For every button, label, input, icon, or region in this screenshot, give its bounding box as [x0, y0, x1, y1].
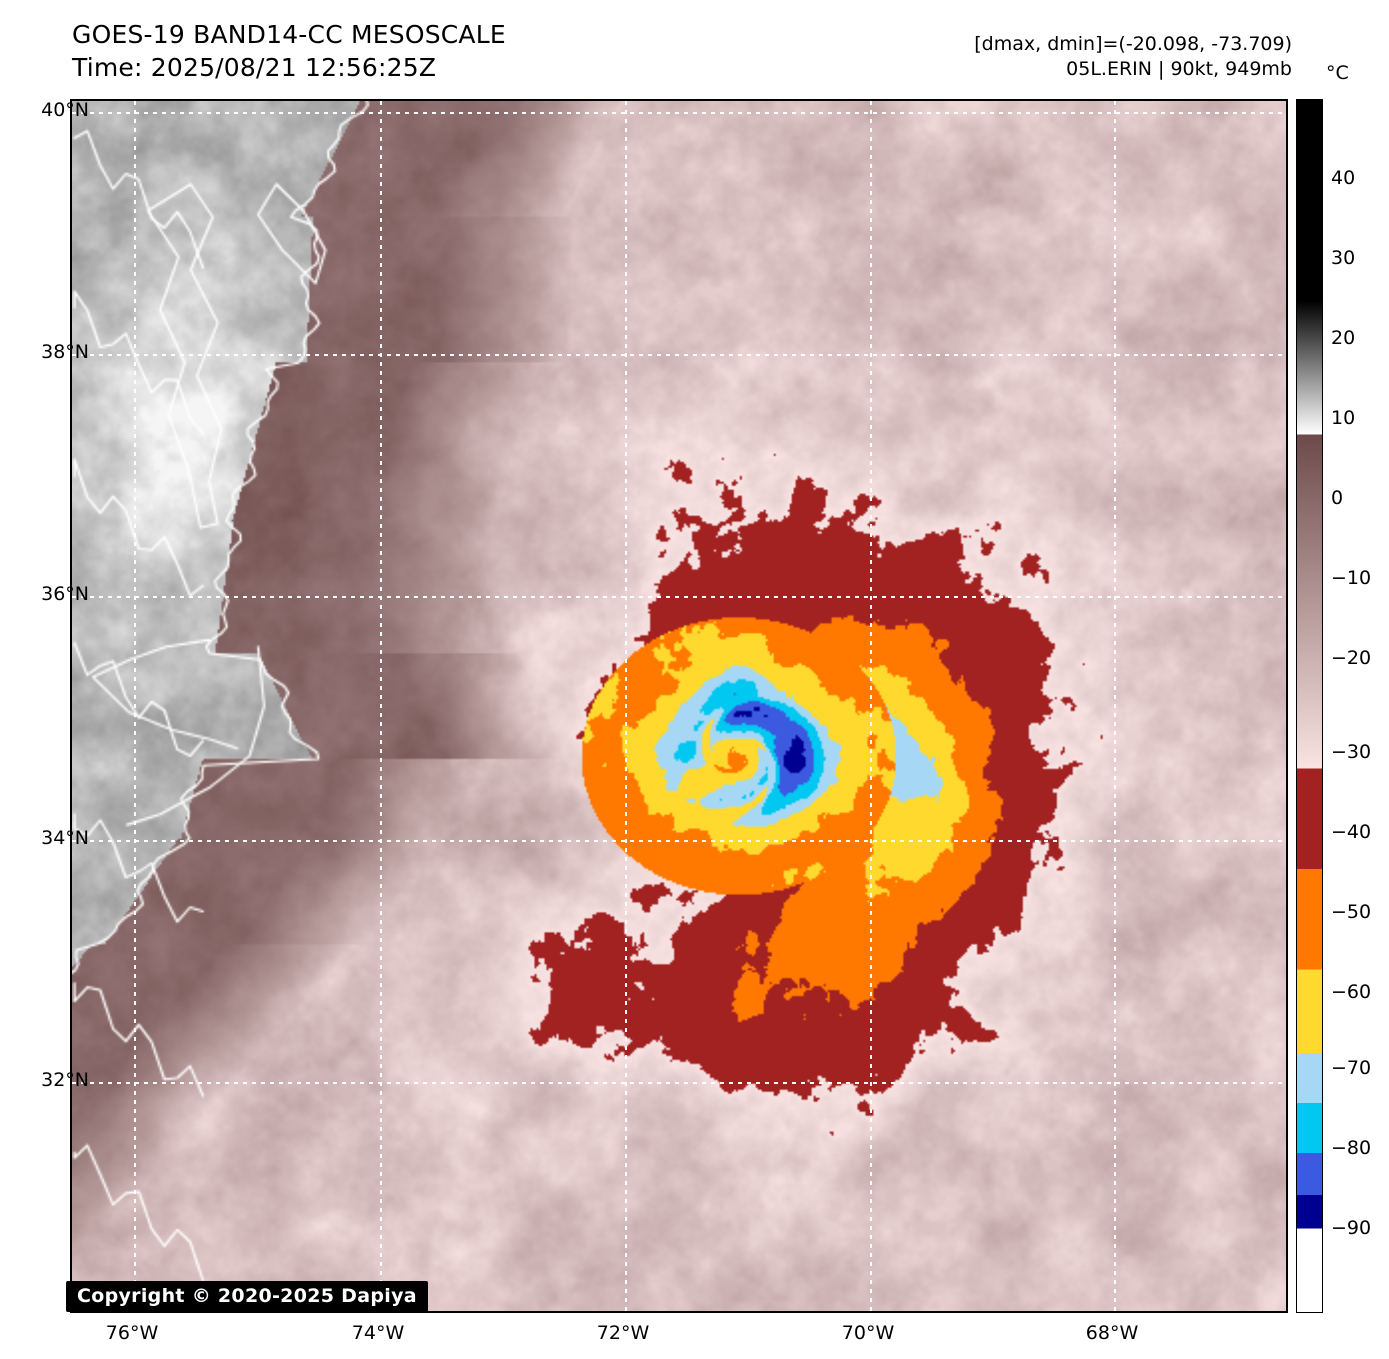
- colorbar-tick--70: −70: [1331, 1057, 1372, 1079]
- lon-tick-70: 70°W: [841, 1322, 895, 1344]
- colorbar-gradient: [1297, 100, 1322, 1312]
- lon-tick-68: 68°W: [1085, 1322, 1139, 1344]
- title-block: GOES-19 BAND14-CC MESOSCALE Time: 2025/0…: [72, 18, 506, 84]
- timestamp-label: Time: 2025/08/21 12:56:25Z: [72, 53, 437, 82]
- colorbar-tick--60: −60: [1331, 981, 1372, 1003]
- dmax-dmin-label: [dmax, dmin]=(-20.098, -73.709): [974, 33, 1292, 55]
- lat-tick-34: 34°N: [41, 827, 89, 849]
- lat-tick-40: 40°N: [41, 99, 89, 121]
- colorbar-tick--80: −80: [1331, 1137, 1372, 1159]
- colorbar-tick--50: −50: [1331, 901, 1372, 923]
- lon-tick-76: 76°W: [105, 1322, 159, 1344]
- lon-tick-74: 74°W: [351, 1322, 405, 1344]
- colorbar-tick-0: 0: [1331, 487, 1344, 509]
- colorbar-tick--20: −20: [1331, 647, 1372, 669]
- satellite-imagery-canvas: [72, 101, 1286, 1311]
- lat-tick-36: 36°N: [41, 583, 89, 605]
- page-title: GOES-19 BAND14-CC MESOSCALE: [72, 20, 506, 49]
- colorbar[interactable]: [1296, 99, 1323, 1313]
- colorbar-tick-20: 20: [1331, 327, 1356, 349]
- colorbar-tick--40: −40: [1331, 821, 1372, 843]
- colorbar-tick--90: −90: [1331, 1217, 1372, 1239]
- storm-info-label: 05L.ERIN | 90kt, 949mb: [1066, 58, 1292, 80]
- satellite-image-plot[interactable]: [70, 99, 1288, 1313]
- lat-tick-38: 38°N: [41, 341, 89, 363]
- lat-tick-32: 32°N: [41, 1069, 89, 1091]
- colorbar-tick-10: 10: [1331, 407, 1356, 429]
- colorbar-unit-label: °C: [1326, 62, 1349, 84]
- colorbar-tick-40: 40: [1331, 167, 1356, 189]
- colorbar-tick--10: −10: [1331, 567, 1372, 589]
- copyright-banner: Copyright © 2020-2025 Dapiya: [66, 1281, 428, 1312]
- colorbar-tick--30: −30: [1331, 741, 1372, 763]
- metadata-block: [dmax, dmin]=(-20.098, -73.709) 05L.ERIN…: [974, 32, 1292, 82]
- lon-tick-72: 72°W: [596, 1322, 650, 1344]
- colorbar-tick-30: 30: [1331, 247, 1356, 269]
